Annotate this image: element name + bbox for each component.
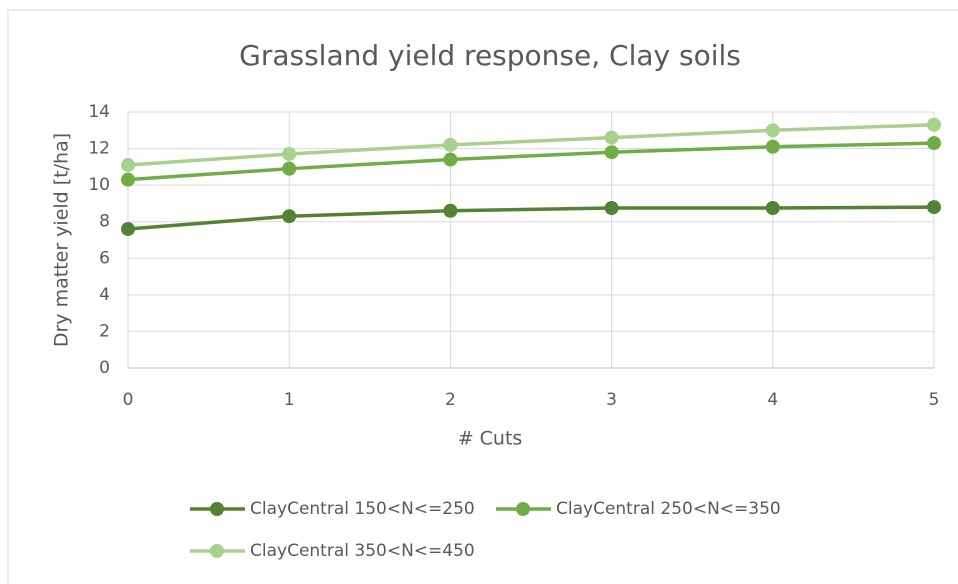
legend-marker (516, 502, 530, 516)
y-tick-label: 6 (99, 248, 110, 268)
y-tick-label: 12 (88, 139, 110, 159)
x-axis-label: # Cuts (458, 428, 523, 450)
data-point (604, 145, 619, 160)
x-tick-label: 2 (445, 390, 456, 410)
y-axis-label: Dry matter yield [t/ha] (51, 133, 73, 347)
y-tick-label: 0 (99, 358, 110, 378)
data-point (443, 203, 458, 218)
data-point (443, 137, 458, 152)
x-tick-label: 5 (929, 390, 940, 410)
series-line (127, 141, 935, 182)
data-point (604, 201, 619, 215)
data-point (927, 117, 941, 132)
chart-border (7, 9, 958, 584)
data-point (927, 200, 941, 215)
data-point (121, 222, 135, 237)
series-line (127, 123, 935, 167)
y-tick-label: 8 (99, 212, 110, 232)
y-tick-label: 4 (99, 285, 110, 305)
legend-label: ClayCentral 350<N<=450 (250, 541, 475, 561)
x-tick-label: 1 (284, 390, 295, 410)
data-point (282, 209, 297, 224)
y-tick-label: 2 (99, 321, 110, 341)
data-point (604, 130, 619, 145)
series-line (127, 205, 935, 231)
data-point (121, 158, 135, 173)
legend-label: ClayCentral 150<N<=250 (250, 499, 475, 519)
data-point (927, 136, 941, 151)
data-point (121, 172, 135, 187)
data-point (765, 139, 780, 154)
x-tick-label: 4 (767, 390, 778, 410)
y-tick-label: 10 (88, 175, 110, 195)
legend-label: ClayCentral 250<N<=350 (556, 499, 781, 519)
chart-title: Grassland yield response, Clay soils (239, 39, 741, 72)
data-point (765, 123, 780, 138)
legend-marker (210, 502, 224, 516)
data-point (765, 201, 780, 215)
x-tick-label: 0 (123, 390, 134, 410)
y-tick-label: 14 (88, 102, 110, 122)
legend-marker (210, 544, 224, 558)
x-tick-label: 3 (606, 390, 617, 410)
data-point (443, 152, 458, 167)
data-point (282, 161, 297, 176)
data-point (282, 147, 297, 162)
